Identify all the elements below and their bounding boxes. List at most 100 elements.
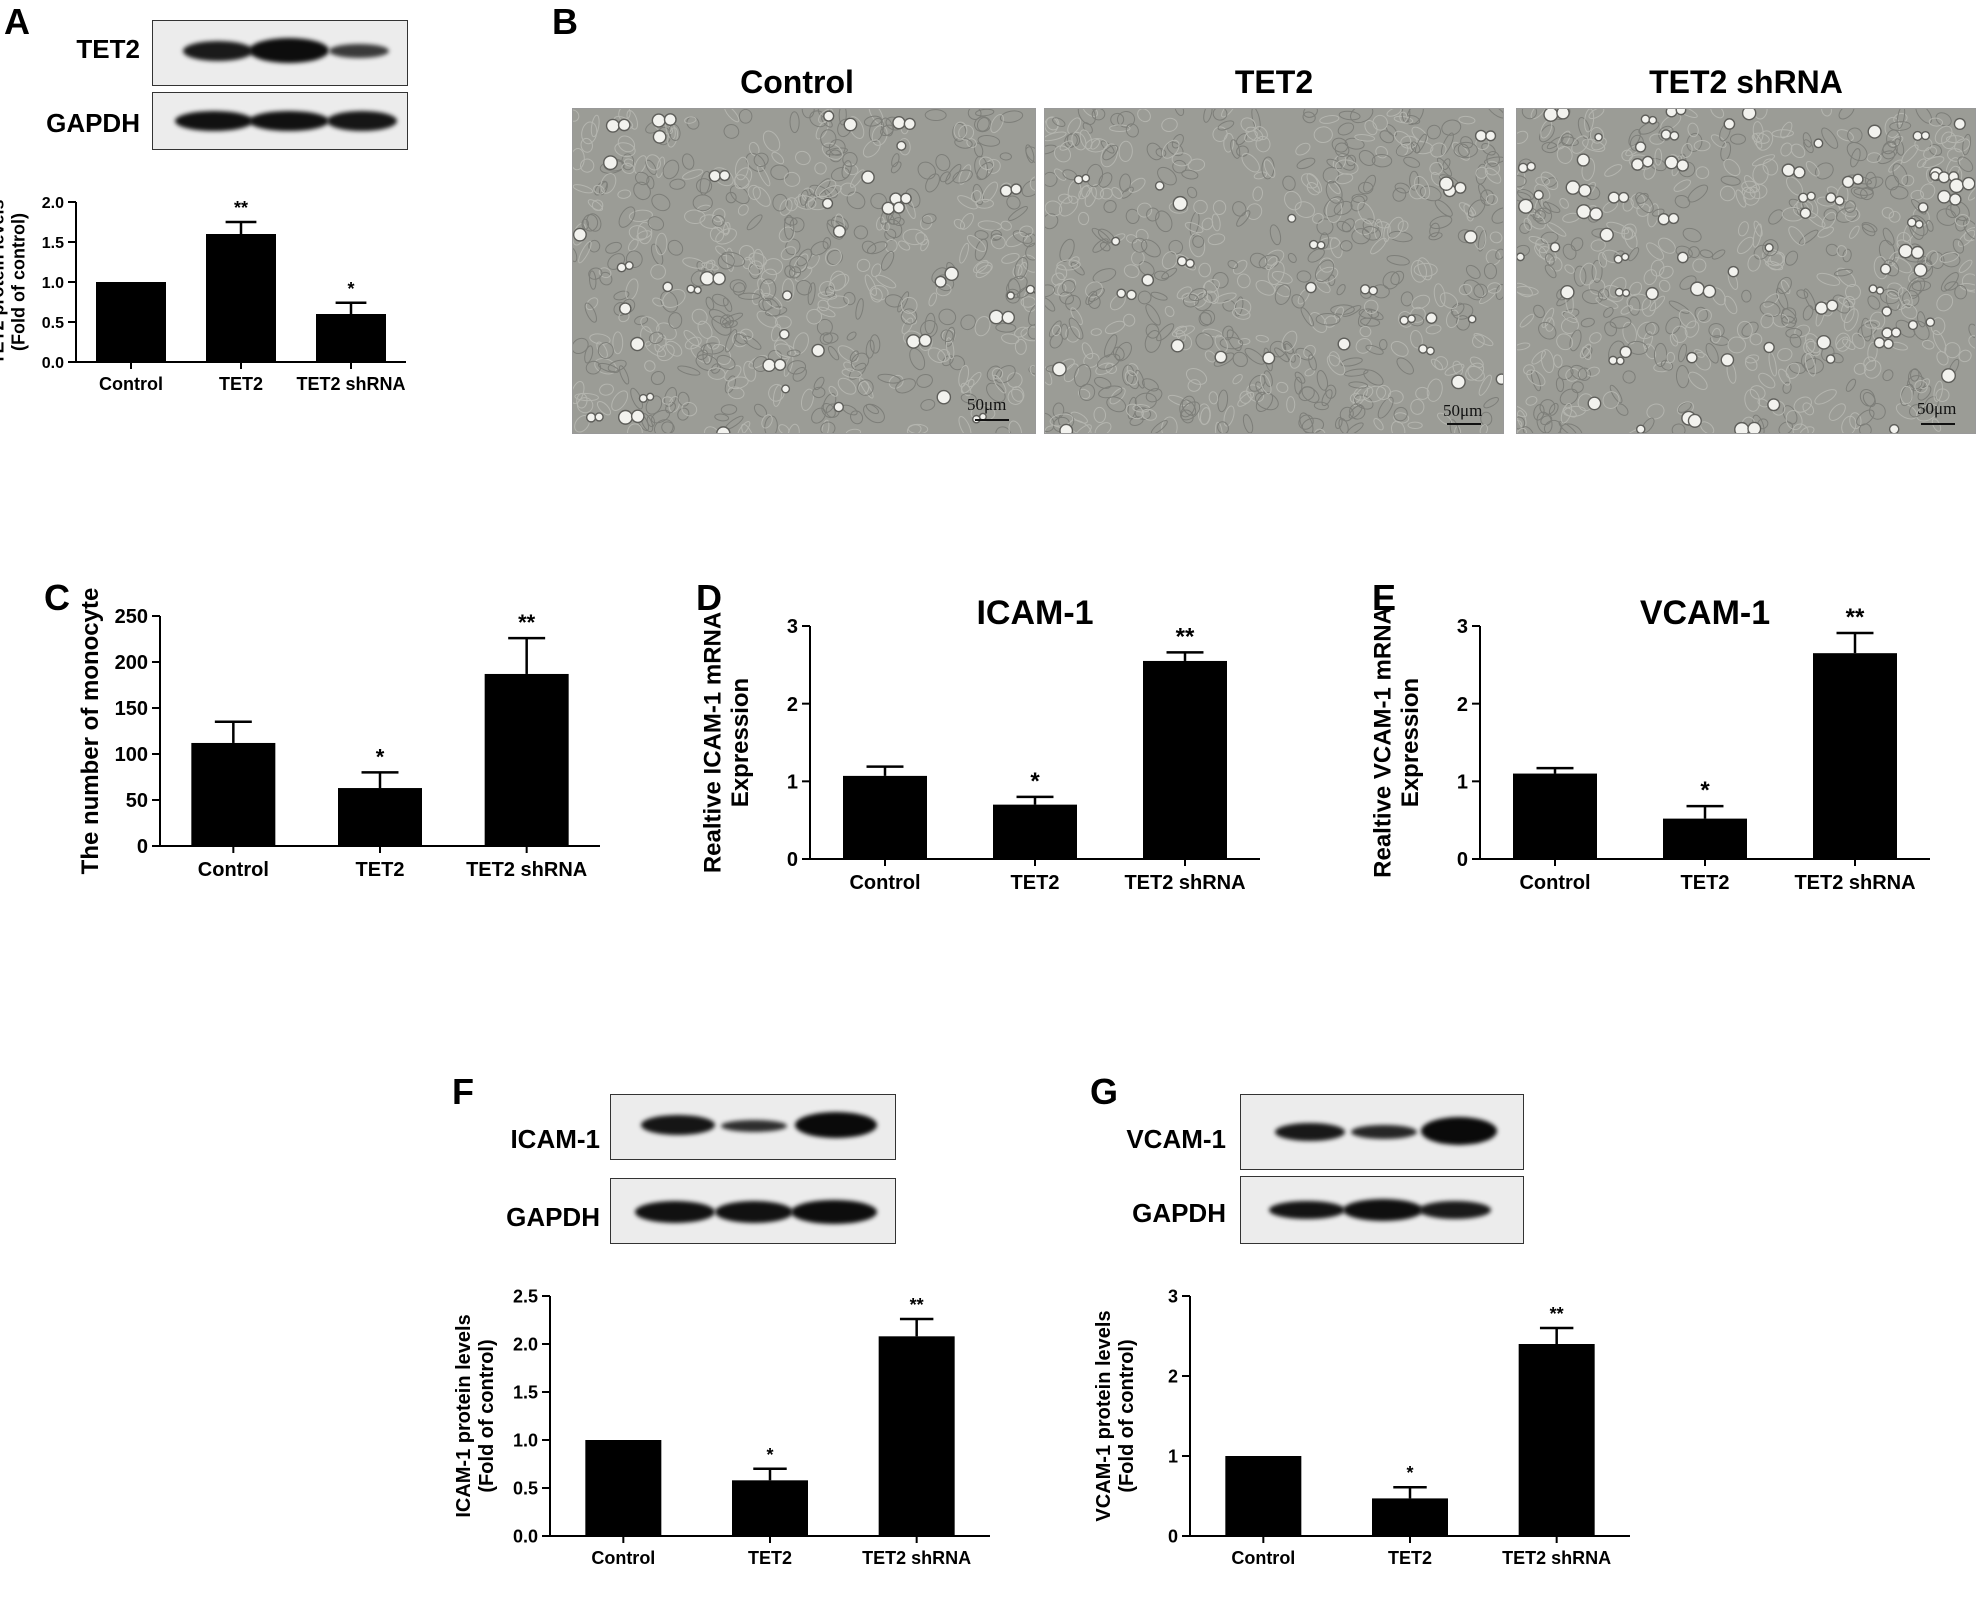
adherent-cell (1212, 200, 1227, 215)
monocyte-cell (1702, 284, 1717, 299)
monocyte-cell (1454, 181, 1467, 194)
adherent-cell (1834, 268, 1853, 277)
monocyte-cell (1868, 284, 1878, 294)
adherent-cell (1085, 281, 1103, 298)
adherent-cell (677, 365, 701, 376)
adherent-cell (1561, 311, 1578, 324)
adherent-cell (1928, 117, 1944, 127)
adherent-cell (746, 214, 763, 231)
blot-label-icam-1: ICAM-1 (510, 1124, 600, 1154)
adherent-cell (1065, 294, 1081, 311)
adherent-cell (1799, 426, 1815, 433)
adherent-cell (1842, 248, 1852, 263)
adherent-cell (763, 258, 784, 276)
adherent-cell (1793, 396, 1812, 413)
adherent-cell (902, 228, 926, 246)
adherent-cell (1359, 325, 1372, 338)
adherent-cell (869, 334, 881, 354)
monocyte-cell (1825, 354, 1836, 364)
adherent-cell (960, 382, 972, 397)
adherent-cell (1597, 288, 1610, 301)
adherent-cell (1232, 201, 1247, 217)
adherent-cell (1171, 134, 1184, 149)
adherent-cell (1411, 294, 1431, 310)
adherent-cell (1066, 132, 1081, 147)
adherent-cell (1365, 344, 1384, 355)
adherent-cell (1637, 321, 1656, 340)
adherent-cell (1542, 201, 1561, 213)
adherent-cell (1778, 421, 1793, 433)
monocyte-cell (716, 426, 731, 433)
bar-chart-e: VCAM-1 0 1 2 3 Realtive VCAM-1 mRNA Expression… (1369, 594, 1930, 894)
monocyte-cell (1154, 181, 1165, 191)
y-axis-label-d: Expression (727, 678, 754, 807)
adherent-cell (999, 110, 1024, 123)
adherent-cell (880, 124, 895, 137)
adherent-cell (1428, 232, 1443, 241)
adherent-cell (1752, 133, 1763, 149)
panel-letter-d: D (696, 577, 722, 618)
adherent-cell (1636, 203, 1651, 217)
adherent-cell (1217, 389, 1229, 413)
adherent-cell (1063, 363, 1080, 383)
adherent-cell (940, 329, 954, 343)
monocyte-cell (1949, 178, 1965, 194)
adherent-cell (1161, 267, 1178, 280)
y-tick-label-d: 0 (787, 849, 798, 871)
bar-control (191, 742, 276, 846)
monocyte-cell (999, 184, 1013, 198)
adherent-cell (1814, 389, 1837, 405)
adherent-cell (1658, 265, 1674, 279)
monocyte-cell (1961, 176, 1975, 191)
image-title-tet2: TET2 (1234, 64, 1314, 100)
adherent-cell (935, 154, 951, 172)
adherent-cell (1483, 263, 1498, 280)
adherent-cell (589, 333, 611, 345)
adherent-cell (1478, 374, 1492, 396)
adherent-cell (1081, 342, 1094, 360)
monocyte-cell (1621, 288, 1631, 298)
adherent-cell (580, 158, 595, 173)
adherent-cell (648, 331, 664, 344)
scale-bar-tet2-shrna (1921, 423, 1955, 425)
adherent-cell (1864, 359, 1882, 379)
adherent-cell (1752, 154, 1776, 167)
monocyte-cell (1172, 195, 1188, 212)
adherent-cell (1909, 404, 1923, 418)
adherent-cell (1045, 131, 1067, 142)
adherent-cell (1241, 153, 1260, 173)
x-tick-label-control: Control (1519, 872, 1590, 894)
adherent-cell (1067, 117, 1082, 135)
adherent-cell (1687, 184, 1709, 203)
monocyte-cell (1883, 338, 1894, 350)
y-tick-label-a: 1.5 (42, 235, 64, 252)
adherent-cell (1351, 228, 1371, 245)
adherent-cell (762, 292, 783, 310)
monocyte-cell (773, 358, 787, 371)
adherent-cell (1878, 239, 1896, 264)
adherent-cell (1094, 422, 1112, 433)
adherent-cell (1119, 173, 1132, 192)
adherent-cell (701, 262, 719, 271)
adherent-cell (1954, 214, 1970, 227)
adherent-cell (1357, 201, 1375, 225)
monocyte-cell (1517, 252, 1525, 262)
adherent-cell (1517, 416, 1526, 430)
adherent-cell (1188, 233, 1206, 258)
adherent-cell (1933, 380, 1943, 402)
adherent-cell (958, 415, 972, 433)
y-tick-label-a: 0.5 (42, 315, 64, 332)
adherent-cell (1363, 385, 1387, 403)
adherent-cell (1207, 233, 1226, 246)
adherent-cell (1673, 179, 1692, 192)
monocyte-cell (1875, 286, 1885, 295)
adherent-cell (1682, 227, 1702, 243)
adherent-cell (1387, 390, 1404, 404)
adherent-cell (1916, 158, 1927, 168)
adherent-cell (1751, 132, 1770, 144)
adherent-cell (1433, 283, 1446, 308)
bar-tet2-shrna (316, 314, 386, 362)
monocyte-cell (1723, 118, 1736, 130)
adherent-cell (1744, 389, 1761, 412)
adherent-cell (1136, 202, 1153, 218)
